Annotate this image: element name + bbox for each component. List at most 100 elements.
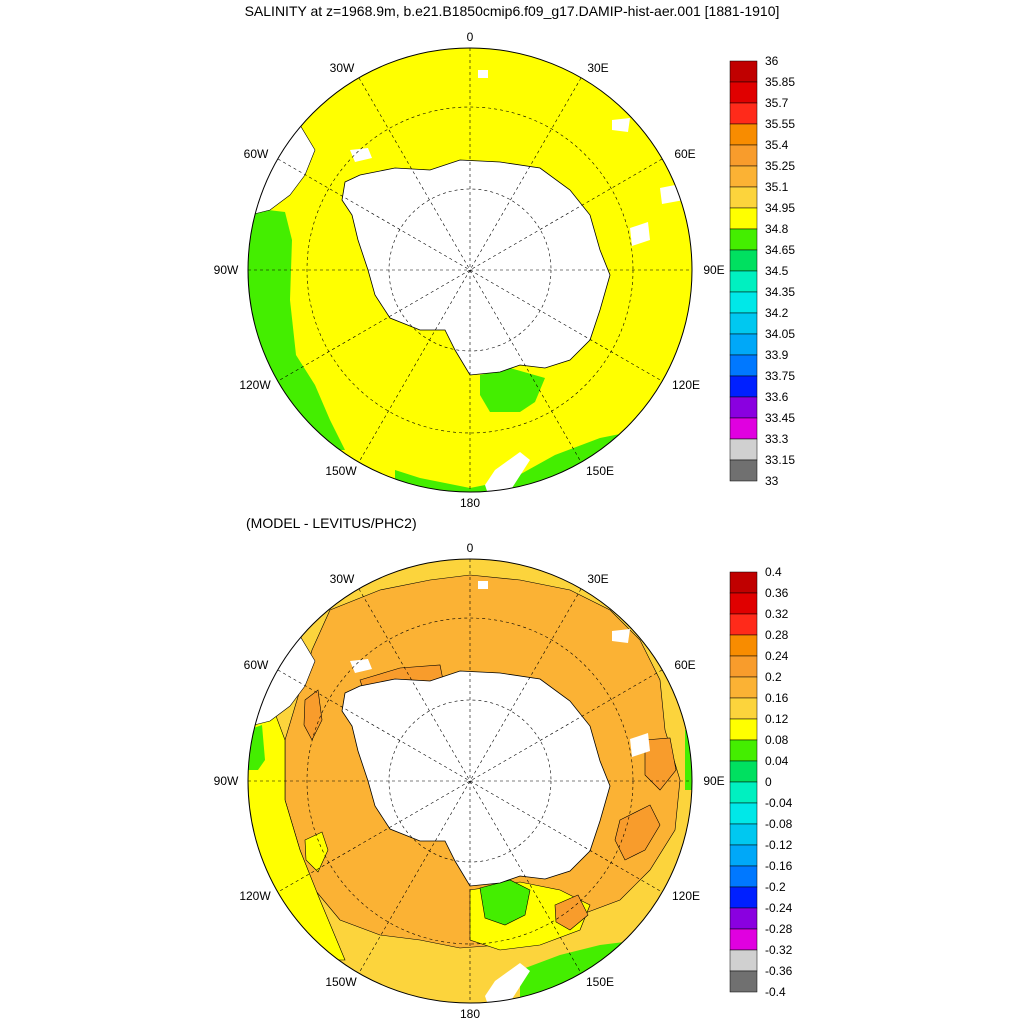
cbBot-swatch: [729, 760, 758, 783]
bottom-antarctica: [341, 670, 611, 887]
cbTop-tick-label: 35.25: [765, 159, 795, 173]
cbBot-tick-label: 0.32: [765, 607, 789, 621]
cbTop-swatch: [729, 417, 758, 440]
cbBot-swatch: [729, 697, 758, 720]
cbBot-tick-label: 0: [765, 775, 772, 789]
cbBot-tick-label: -0.12: [765, 838, 793, 852]
bottom-label-120e: 120E: [672, 889, 700, 903]
bottom-label-30e: 30E: [587, 572, 608, 586]
bottom-new-zealand-land: [485, 963, 530, 1003]
bottom-small-land-3: [478, 581, 488, 589]
bottom-label-150e: 150E: [586, 975, 614, 989]
cbTop-swatch: [729, 438, 758, 461]
bottom-green-ross: [479, 879, 531, 926]
cbTop-swatch: [729, 186, 758, 209]
top-label-30e: 30E: [587, 61, 608, 75]
cbTop-tick-label: 34.2: [765, 306, 789, 320]
bottom-band-0.2-east: [614, 804, 661, 861]
cbBot-swatch: [729, 676, 758, 699]
cbTop-tick-label: 33.75: [765, 369, 795, 383]
cbBot-tick-label: 0.36: [765, 586, 789, 600]
cbBot-tick-label: 0.16: [765, 691, 789, 705]
cbBot-swatch: [729, 571, 758, 594]
bottom-band-0.2-south: [554, 894, 589, 931]
cbBot-swatch: [729, 655, 758, 678]
cbBot-tick-label: 0.4: [765, 565, 782, 579]
cbTop-swatch: [729, 144, 758, 167]
figure-title: SALINITY at z=1968.9m, b.e21.B1850cmip6.…: [244, 3, 780, 19]
cbBot-tick-label: -0.2: [765, 880, 786, 894]
cbBot-swatch: [729, 739, 758, 762]
cbTop-swatch: [729, 270, 758, 293]
bottom-label-60w: 60W: [244, 658, 269, 672]
cbTop-swatch: [729, 354, 758, 377]
top-label-120e: 120E: [672, 378, 700, 392]
cbTop-swatch: [729, 165, 758, 188]
cbBot-swatch: [729, 592, 758, 615]
cbBot-swatch: [729, 613, 758, 636]
top-colorbar: 36 35.85 35.7 35.55 35.4 35.25 35.1 34.95 34.8 34…: [729, 54, 795, 488]
bottom-label-90w: 90W: [214, 774, 239, 788]
cbTop-tick-label: 33: [765, 474, 779, 488]
bottom-graticule: [248, 559, 692, 1003]
cbTop-swatch: [729, 81, 758, 104]
cbBot-tick-label: -0.08: [765, 817, 793, 831]
top-label-60w: 60W: [244, 147, 269, 161]
cbTop-tick-label: 33.6: [765, 390, 789, 404]
top-small-land-3: [478, 70, 488, 78]
cbTop-tick-label: 35.1: [765, 180, 789, 194]
bottom-small-land-2: [630, 733, 650, 757]
bottom-panel-subtitle: (MODEL - LEVITUS/PHC2): [246, 515, 417, 531]
cbTop-tick-label: 34.05: [765, 327, 795, 341]
bottom-yellow-patch-1: [304, 831, 329, 873]
bottom-polar-map: 0 30E 60E 90E 120E 150E 180 150W 120W 90…: [214, 541, 725, 1021]
cbTop-tick-label: 34.65: [765, 243, 795, 257]
cbTop-swatch: [729, 60, 758, 83]
bottom-label-30w: 30W: [330, 572, 355, 586]
cbTop-swatch: [729, 228, 758, 251]
cbBot-tick-label: 0.2: [765, 670, 782, 684]
cbTop-tick-label: 33.45: [765, 411, 795, 425]
top-label-0: 0: [467, 30, 474, 44]
bottom-map-border: [247, 558, 693, 1004]
top-label-150e: 150E: [586, 464, 614, 478]
cbTop-swatch: [729, 459, 758, 482]
cbBot-swatch: [729, 970, 758, 993]
cbBot-tick-label: 0.28: [765, 628, 789, 642]
bottom-label-120w: 120W: [239, 889, 271, 903]
cbBot-swatch: [729, 907, 758, 930]
top-label-30w: 30W: [330, 61, 355, 75]
cbTop-tick-label: 34.35: [765, 285, 795, 299]
cbTop-swatch: [729, 291, 758, 314]
cbBot-tick-label: 0.08: [765, 733, 789, 747]
bottom-small-land-1: [350, 659, 372, 673]
cbBot-tick-label: -0.16: [765, 859, 793, 873]
cbBot-tick-label: -0.36: [765, 964, 793, 978]
bottom-band-0.2-east2: [644, 737, 677, 791]
cbTop-tick-label: 33.9: [765, 348, 789, 362]
top-label-90e: 90E: [703, 263, 724, 277]
cbTop-tick-label: 35.4: [765, 138, 789, 152]
top-label-180: 180: [460, 496, 480, 510]
cbTop-tick-label: 33.15: [765, 453, 795, 467]
cbBot-swatch: [729, 865, 758, 888]
cbBot-tick-label: -0.24: [765, 901, 793, 915]
cbBot-swatch: [729, 718, 758, 741]
cbBot-swatch: [729, 928, 758, 951]
cbBot-tick-label: 0.04: [765, 754, 789, 768]
cbBot-swatch: [729, 844, 758, 867]
cbTop-tick-label: 34.95: [765, 201, 795, 215]
cbTop-swatch: [729, 102, 758, 125]
cbBot-swatch: [729, 802, 758, 825]
cbBot-tick-label: -0.04: [765, 796, 793, 810]
top-label-150w: 150W: [325, 464, 357, 478]
bottom-label-0: 0: [467, 541, 474, 555]
top-small-land-2: [630, 222, 650, 246]
bottom-label-180: 180: [460, 1007, 480, 1021]
bottom-label-90e: 90E: [703, 774, 724, 788]
cbTop-swatch: [729, 375, 758, 398]
cbTop-tick-label: 35.7: [765, 96, 789, 110]
cbTop-swatch: [729, 207, 758, 230]
top-label-120w: 120W: [239, 378, 271, 392]
